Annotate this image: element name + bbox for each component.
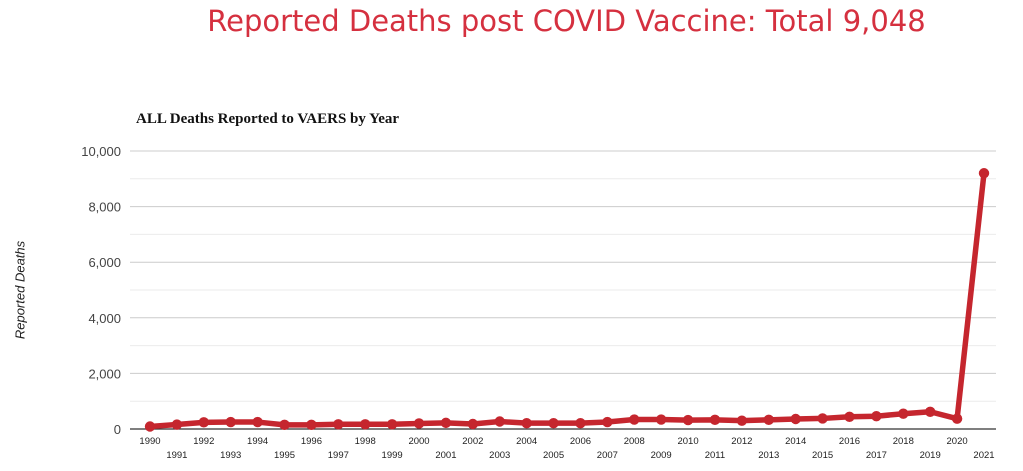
x-tick-label: 1997 xyxy=(328,450,349,461)
x-tick-label: 2001 xyxy=(435,450,456,461)
x-tick-label: 2015 xyxy=(812,450,833,461)
data-point[interactable] xyxy=(682,414,694,426)
data-point[interactable] xyxy=(306,419,317,431)
data-point[interactable] xyxy=(790,413,801,425)
data-point[interactable] xyxy=(252,416,263,428)
x-tick-label: 2020 xyxy=(947,436,968,447)
x-tick-label: 1991 xyxy=(166,450,187,461)
x-tick-label: 2005 xyxy=(543,450,564,461)
data-point[interactable] xyxy=(629,414,640,425)
y-tick-label: 6,000 xyxy=(88,255,121,270)
x-tick-label: 2003 xyxy=(489,450,510,461)
data-point[interactable] xyxy=(871,411,882,422)
data-point[interactable] xyxy=(413,418,425,429)
data-point[interactable] xyxy=(494,416,505,427)
x-tick-label: 2012 xyxy=(731,436,752,447)
x-tick-label: 2004 xyxy=(516,436,537,447)
data-point[interactable] xyxy=(951,413,963,424)
x-tick-label: 2010 xyxy=(677,436,698,447)
x-tick-label: 2021 xyxy=(973,450,994,461)
x-tick-label: 2002 xyxy=(462,436,483,447)
y-tick-label: 8,000 xyxy=(88,200,121,215)
data-point[interactable] xyxy=(198,417,210,428)
data-point[interactable] xyxy=(225,416,236,428)
x-tick-label: 1994 xyxy=(247,436,268,447)
x-tick-label: 2017 xyxy=(866,450,887,461)
data-point[interactable] xyxy=(144,421,156,432)
data-point[interactable] xyxy=(844,411,855,422)
y-tick-labels: 0 2,000 4,000 6,000 8,000 10,000 xyxy=(81,144,121,437)
x-tick-label: 2011 xyxy=(705,450,725,461)
data-point[interactable] xyxy=(763,414,774,426)
y-tick-label: 4,000 xyxy=(88,311,121,326)
x-tick-label: 2019 xyxy=(920,450,941,461)
data-point[interactable] xyxy=(521,417,532,429)
x-tick-label: 1998 xyxy=(355,436,376,447)
data-point[interactable] xyxy=(817,413,828,424)
data-point[interactable] xyxy=(360,419,371,430)
data-point[interactable] xyxy=(279,419,290,431)
x-tick-label: 2018 xyxy=(893,436,914,447)
data-point[interactable] xyxy=(924,406,936,417)
x-tick-label: 1992 xyxy=(193,436,214,447)
data-point[interactable] xyxy=(978,168,990,179)
y-tick-label: 10,000 xyxy=(81,144,121,159)
x-tick-label: 1993 xyxy=(220,450,241,461)
data-point[interactable] xyxy=(575,417,586,429)
series-layer xyxy=(144,168,990,432)
data-point[interactable] xyxy=(171,419,183,430)
page-headline: Reported Deaths post COVID Vaccine: Tota… xyxy=(207,4,926,38)
data-point[interactable] xyxy=(333,419,344,430)
x-tick-label: 2016 xyxy=(839,436,860,447)
x-tick-label: 2009 xyxy=(651,450,672,461)
x-tick-label: 1996 xyxy=(301,436,322,447)
x-tick-label: 2007 xyxy=(597,450,618,461)
x-tick-label: 2013 xyxy=(758,450,779,461)
data-point[interactable] xyxy=(440,417,452,429)
x-tick-label: 2014 xyxy=(785,436,806,447)
data-point[interactable] xyxy=(602,416,613,428)
grid-lines xyxy=(130,150,996,430)
x-tick-label: 2000 xyxy=(408,436,429,447)
data-point[interactable] xyxy=(386,419,398,430)
x-tick-label: 1995 xyxy=(274,450,295,461)
y-tick-label: 0 xyxy=(114,422,121,437)
data-point[interactable] xyxy=(548,417,559,429)
chart-title: ALL Deaths Reported to VAERS by Year xyxy=(136,111,400,127)
data-point[interactable] xyxy=(655,414,667,425)
x-tick-label: 1999 xyxy=(382,450,403,461)
data-point[interactable] xyxy=(898,408,909,419)
y-tick-label: 2,000 xyxy=(88,366,121,381)
data-point[interactable] xyxy=(736,415,748,426)
data-point[interactable] xyxy=(709,414,721,426)
data-point[interactable] xyxy=(467,418,479,430)
x-tick-label: 2006 xyxy=(570,436,591,447)
series-line xyxy=(147,170,987,430)
x-tick-label: 1990 xyxy=(139,436,160,447)
x-tick-label: 2008 xyxy=(624,436,645,447)
x-tick-labels: 1990 1991 1992 1993 1994 1995 1996 1997 1998 1999… xyxy=(139,436,994,461)
